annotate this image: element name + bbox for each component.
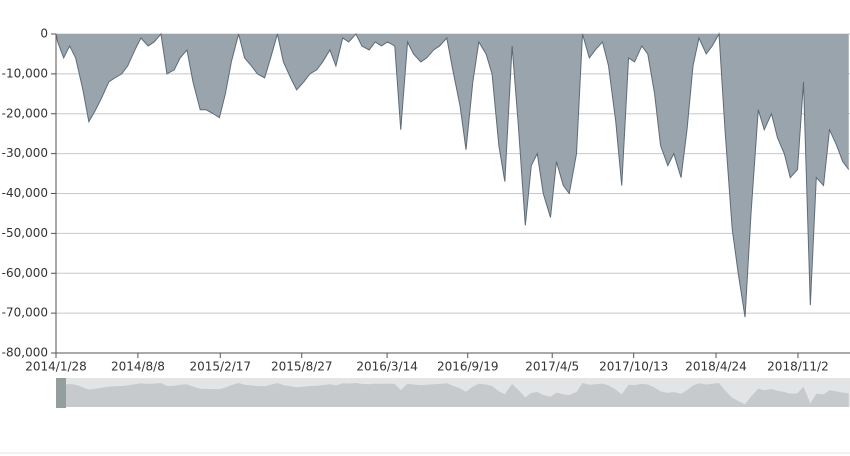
x-tick-label: 2014/1/28 bbox=[25, 360, 87, 374]
y-tick-label: -50,000 bbox=[2, 226, 48, 240]
y-tick-label: -70,000 bbox=[2, 306, 48, 320]
x-tick-label: 2017/10/13 bbox=[599, 360, 668, 374]
x-tick-label: 2015/8/27 bbox=[271, 360, 333, 374]
x-tick-label: 2018/11/2 bbox=[767, 360, 829, 374]
navigator-area bbox=[56, 383, 849, 407]
y-tick-label: -10,000 bbox=[2, 66, 48, 80]
y-tick-label: -20,000 bbox=[2, 106, 48, 120]
x-tick-label: 2016/9/19 bbox=[437, 360, 499, 374]
x-tick-label: 2018/4/24 bbox=[685, 360, 747, 374]
x-tick-label: 2015/2/17 bbox=[189, 360, 251, 374]
y-tick-label: -60,000 bbox=[2, 266, 48, 280]
x-tick-label: 2014/8/8 bbox=[111, 360, 165, 374]
x-tick-label: 2016/3/14 bbox=[356, 360, 418, 374]
area bbox=[56, 34, 849, 318]
y-tick-label: -40,000 bbox=[2, 186, 48, 200]
y-tick-label: -30,000 bbox=[2, 146, 48, 160]
navigator-handle[interactable] bbox=[56, 378, 66, 408]
y-tick-label: 0 bbox=[40, 27, 48, 41]
y-tick-label: -80,000 bbox=[2, 346, 48, 360]
x-tick-label: 2017/4/5 bbox=[525, 360, 579, 374]
area-line bbox=[55, 32, 850, 318]
